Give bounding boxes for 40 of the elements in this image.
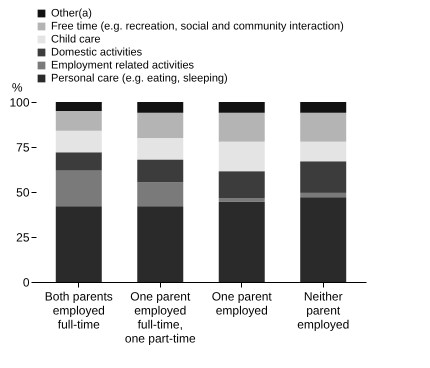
y-tick-label: 100 — [9, 96, 30, 110]
bar — [56, 170, 102, 206]
legend-label: Personal care (e.g. eating, sleeping) — [51, 72, 228, 84]
legend-label: Child care — [51, 34, 101, 46]
bar — [137, 138, 184, 160]
y-tick-label: 50 — [16, 186, 30, 200]
bar — [300, 142, 346, 162]
bar — [300, 192, 346, 198]
bar — [218, 198, 265, 202]
bar — [56, 130, 102, 152]
bar — [137, 102, 184, 113]
legend-label: Free time (e.g. recreation, social and community interaction) — [51, 20, 344, 32]
bar — [300, 102, 346, 113]
y-axis-title: % — [12, 80, 23, 94]
bar — [300, 161, 346, 193]
bar — [218, 171, 265, 198]
legend-label: Employment related activities — [51, 60, 195, 72]
y-tick-label: 75 — [16, 140, 30, 154]
x-tick-label: Both parents employed full-time — [44, 290, 113, 332]
bar — [300, 197, 346, 282]
y-tick-label: 25 — [16, 230, 30, 244]
x-tick-label: Neither parent employed — [297, 290, 350, 332]
bar — [218, 142, 265, 172]
bar — [137, 182, 184, 206]
x-tick-label: One parent employed full-time, one part-time — [124, 290, 196, 346]
bar — [56, 102, 102, 111]
bar — [137, 112, 184, 138]
bar — [137, 160, 184, 182]
legend-label: Domestic activities — [51, 46, 143, 58]
bar — [56, 111, 102, 131]
bar — [56, 206, 102, 282]
bar — [218, 102, 265, 113]
bar — [300, 112, 346, 142]
bar — [218, 202, 265, 282]
bar — [137, 206, 184, 282]
bar — [56, 152, 102, 170]
bar — [218, 112, 265, 142]
x-tick-label: One parent employed — [212, 290, 272, 318]
legend-label: Other(a) — [51, 8, 92, 20]
y-tick-label: 0 — [22, 276, 30, 290]
